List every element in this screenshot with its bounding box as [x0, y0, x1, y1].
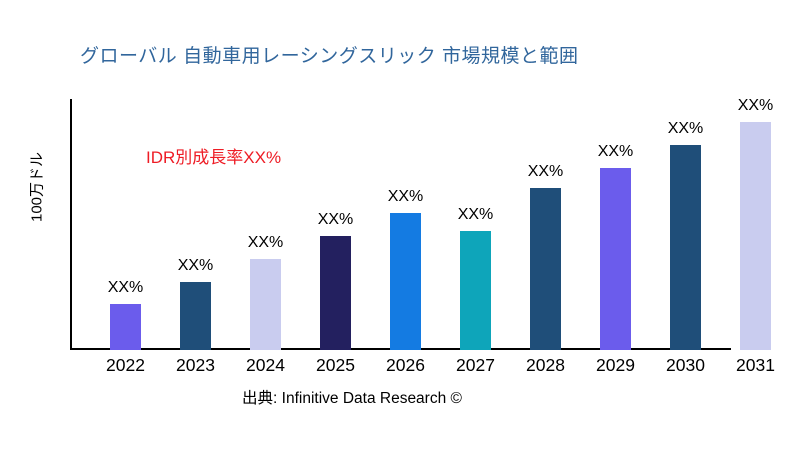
- bar-2023: [180, 282, 211, 350]
- y-axis-label: 100万ドル: [28, 151, 46, 223]
- x-tick-label-2026: 2026: [386, 355, 425, 375]
- bar-2027: [460, 231, 491, 350]
- x-tick-label-2023: 2023: [176, 355, 215, 375]
- x-tick-label-2024: 2024: [246, 355, 285, 375]
- x-tick-label-2029: 2029: [596, 355, 635, 375]
- bar-value-label-2025: XX%: [317, 211, 354, 228]
- bar-2029: [600, 168, 631, 350]
- bar-2025: [320, 236, 351, 350]
- growth-rate-annotation: IDR別成長率XX%: [146, 148, 282, 167]
- bar-2030: [670, 145, 701, 350]
- bar-value-label-2028: XX%: [527, 163, 564, 180]
- bar-value-label-2026: XX%: [387, 188, 424, 205]
- bar-2028: [530, 188, 561, 350]
- bar-value-label-2030: XX%: [667, 120, 704, 137]
- bar-2031: [740, 122, 771, 350]
- x-tick-label-2031: 2031: [736, 355, 775, 375]
- x-tick-label-2027: 2027: [456, 355, 495, 375]
- x-tick-label-2028: 2028: [526, 355, 565, 375]
- bar-value-label-2031: XX%: [737, 97, 774, 114]
- bar-2024: [250, 259, 281, 350]
- source-caption: 出典: Infinitive Data Research ©: [242, 390, 462, 407]
- bar-value-label-2023: XX%: [177, 257, 214, 274]
- x-tick-label-2030: 2030: [666, 355, 705, 375]
- bar-value-label-2024: XX%: [247, 234, 284, 251]
- bar-value-label-2027: XX%: [457, 206, 494, 223]
- chart-title: グローバル 自動車用レーシングスリック 市場規模と範囲: [80, 46, 579, 67]
- bar-2022: [110, 304, 141, 350]
- x-tick-label-2022: 2022: [106, 355, 145, 375]
- bar-value-label-2022: XX%: [107, 279, 144, 296]
- bar-2026: [390, 213, 421, 350]
- y-axis-line: [70, 99, 72, 350]
- bar-value-label-2029: XX%: [597, 143, 634, 160]
- x-tick-label-2025: 2025: [316, 355, 355, 375]
